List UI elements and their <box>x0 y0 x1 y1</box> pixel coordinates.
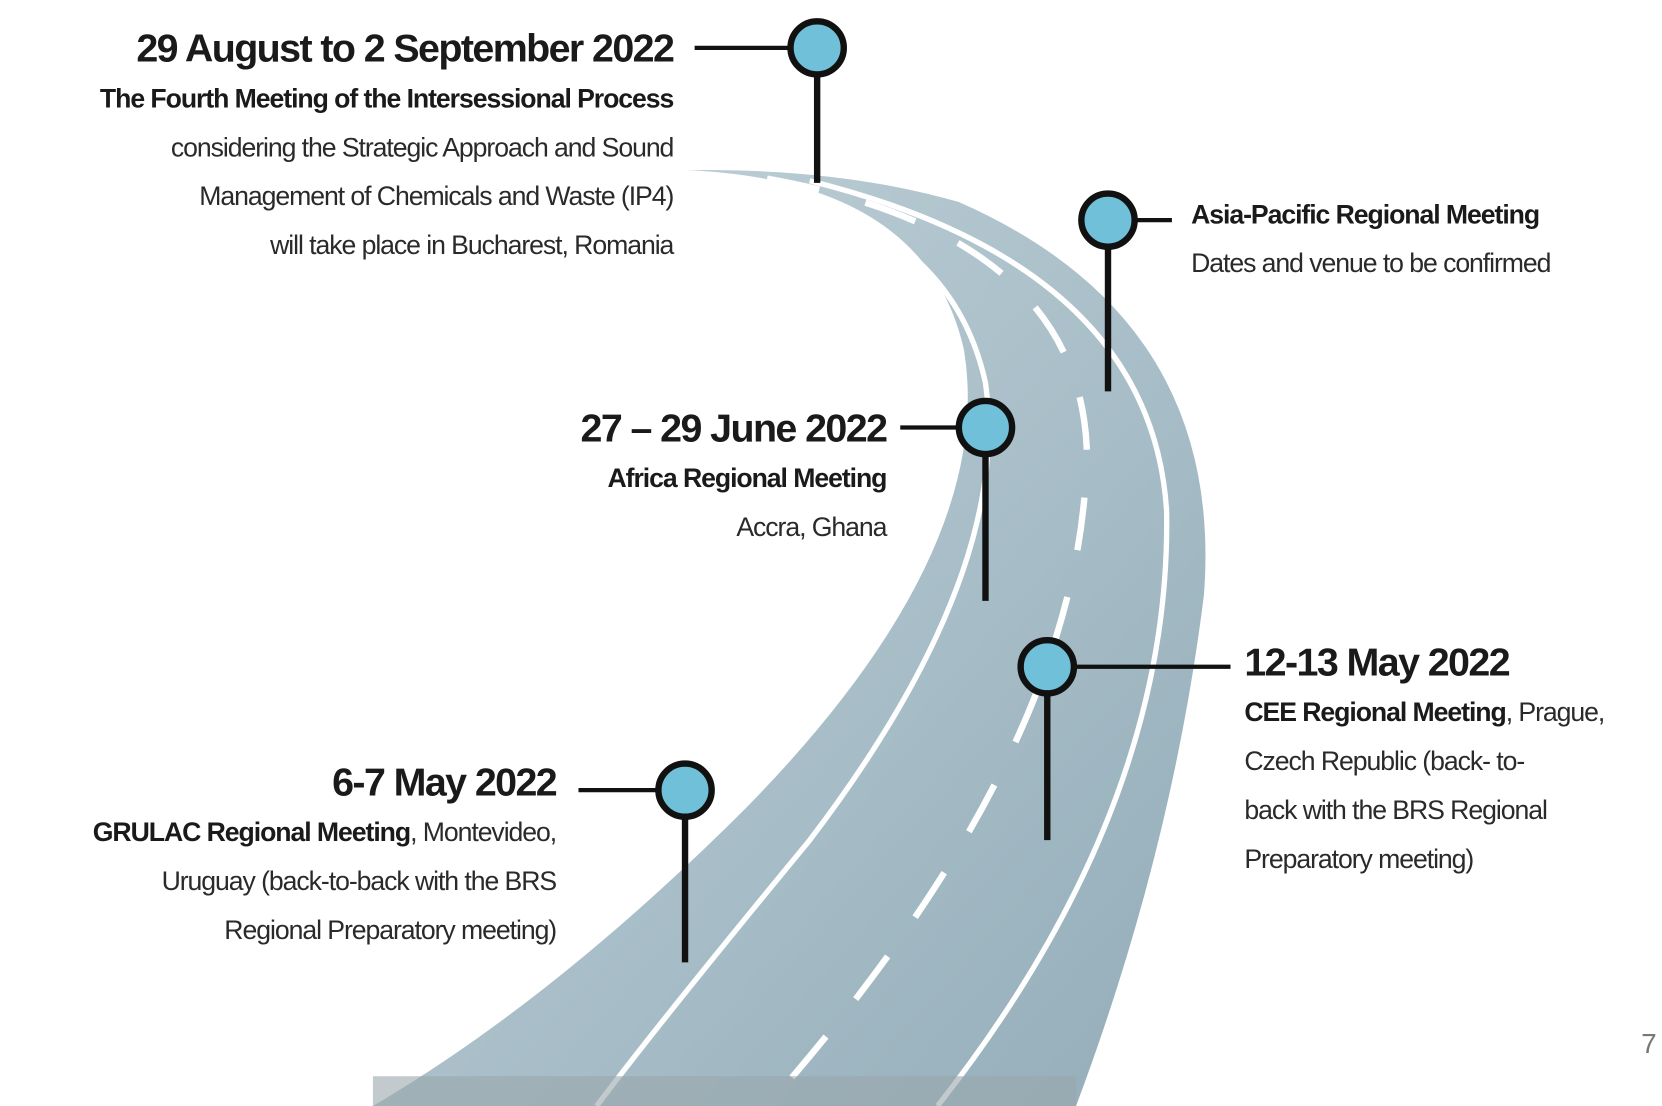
title-bold: CEE Regional Meeting <box>1244 697 1505 727</box>
page-number: 7 <box>1641 1028 1656 1059</box>
pin <box>1021 640 1074 693</box>
title-bold: Africa Regional Meeting <box>608 463 887 493</box>
milestone-description: Management of Chemicals and Waste (IP4) <box>199 181 673 211</box>
milestone-date: 27 – 29 June 2022 <box>581 406 888 450</box>
pin <box>1081 194 1134 247</box>
milestone-description: Regional Preparatory meeting) <box>224 915 556 945</box>
milestone-description: will take place in Bucharest, Romania <box>269 230 674 260</box>
milestone: 29 August to 2 September 2022 The Fourth … <box>100 21 844 260</box>
milestone-title: GRULAC Regional Meeting, Montevideo, <box>93 817 556 847</box>
road <box>373 170 1206 1106</box>
milestone-description: Czech Republic (back- to- <box>1244 746 1524 776</box>
roadmap: 29 August to 2 September 2022 The Fourth … <box>0 0 1662 1106</box>
milestone-description: Accra, Ghana <box>736 512 887 542</box>
pin <box>791 21 844 74</box>
title-bold: GRULAC Regional Meeting <box>93 817 410 847</box>
pin <box>658 764 711 817</box>
milestone-title: The Fourth Meeting of the Intersessional… <box>100 83 674 113</box>
milestone-title: Asia-Pacific Regional Meeting <box>1191 199 1539 229</box>
milestone-date: 29 August to 2 September 2022 <box>136 27 674 71</box>
milestone-title: CEE Regional Meeting, Prague, <box>1244 697 1604 727</box>
milestone-title: Africa Regional Meeting <box>608 463 887 493</box>
milestone-date: 6-7 May 2022 <box>332 761 557 805</box>
milestone-description: back with the BRS Regional <box>1244 795 1547 825</box>
milestone-description: Dates and venue to be confirmed <box>1191 248 1551 278</box>
title-bold: The Fourth Meeting of the Intersessional… <box>100 83 674 113</box>
milestone-date: 12-13 May 2022 <box>1244 640 1509 684</box>
title-suffix: , Montevideo, <box>410 817 556 847</box>
milestone-description: Preparatory meeting) <box>1244 844 1473 874</box>
milestone-description: considering the Strategic Approach and S… <box>171 132 674 162</box>
title-suffix: , Prague, <box>1506 697 1604 727</box>
page: {"milestones":[ {"date":"29 August to 2 … <box>0 0 1662 1106</box>
milestone-description: Uruguay (back-to-back with the BRS <box>162 866 557 896</box>
pin <box>959 401 1012 454</box>
title-bold: Asia-Pacific Regional Meeting <box>1191 199 1539 229</box>
